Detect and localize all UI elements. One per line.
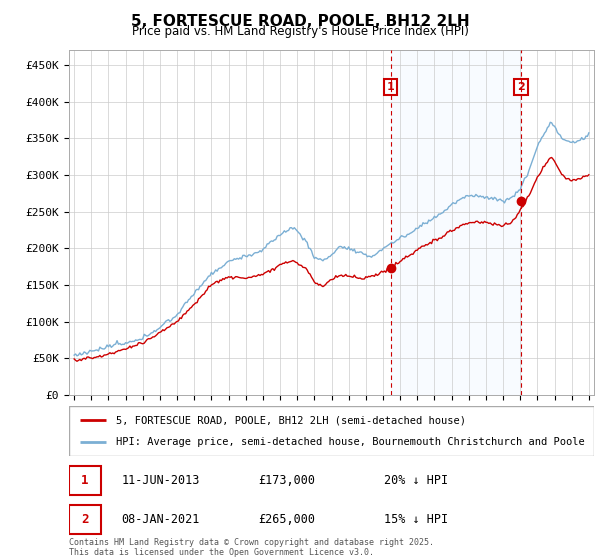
Text: Contains HM Land Registry data © Crown copyright and database right 2025.
This d: Contains HM Land Registry data © Crown c… — [69, 538, 434, 557]
Text: 20% ↓ HPI: 20% ↓ HPI — [384, 474, 448, 487]
Text: Price paid vs. HM Land Registry's House Price Index (HPI): Price paid vs. HM Land Registry's House … — [131, 25, 469, 38]
Text: 1: 1 — [387, 82, 395, 92]
FancyBboxPatch shape — [69, 406, 594, 456]
Text: 5, FORTESCUE ROAD, POOLE, BH12 2LH (semi-detached house): 5, FORTESCUE ROAD, POOLE, BH12 2LH (semi… — [116, 415, 466, 425]
Bar — [391, 50, 521, 395]
Text: £173,000: £173,000 — [258, 474, 315, 487]
Text: 15% ↓ HPI: 15% ↓ HPI — [384, 513, 448, 526]
Text: 5, FORTESCUE ROAD, POOLE, BH12 2LH: 5, FORTESCUE ROAD, POOLE, BH12 2LH — [131, 14, 469, 29]
Text: 2: 2 — [81, 513, 89, 526]
Text: £265,000: £265,000 — [258, 513, 315, 526]
FancyBboxPatch shape — [69, 466, 101, 495]
Text: 1: 1 — [81, 474, 89, 487]
FancyBboxPatch shape — [69, 505, 101, 534]
Text: HPI: Average price, semi-detached house, Bournemouth Christchurch and Poole: HPI: Average price, semi-detached house,… — [116, 437, 585, 447]
Text: 11-JUN-2013: 11-JUN-2013 — [121, 474, 200, 487]
Text: 08-JAN-2021: 08-JAN-2021 — [121, 513, 200, 526]
Text: 2: 2 — [517, 82, 525, 92]
